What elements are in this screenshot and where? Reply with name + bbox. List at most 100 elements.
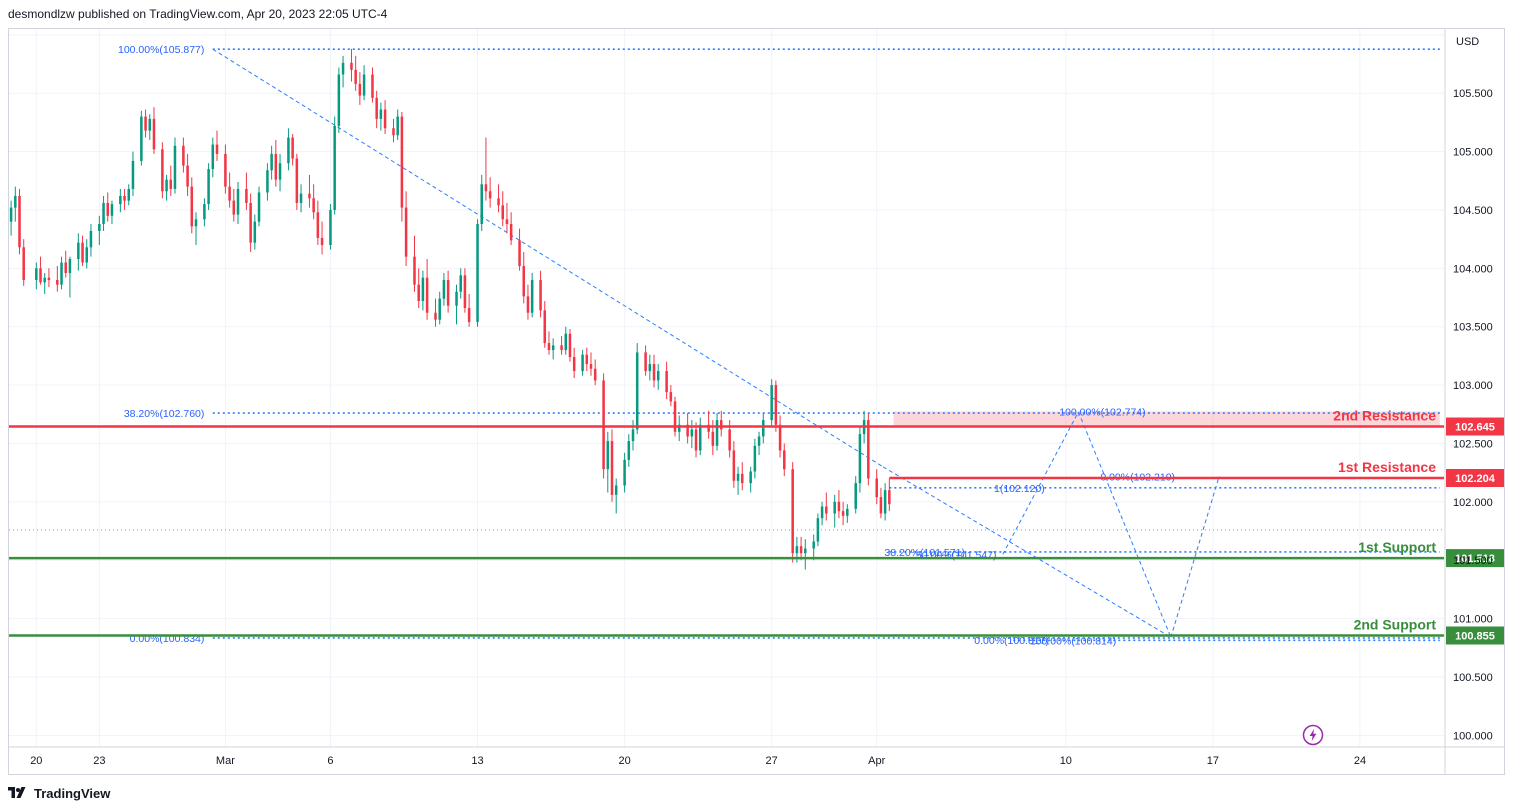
candle-body — [631, 429, 635, 442]
candle-body — [652, 364, 656, 381]
y-tick-label: 101.500 — [1453, 555, 1493, 567]
candle-body — [375, 97, 378, 119]
candle-body — [783, 450, 786, 470]
candle-body — [354, 69, 357, 84]
candle-body — [677, 424, 681, 432]
candle-body — [497, 198, 500, 206]
candle-body — [585, 354, 589, 365]
candle-body — [131, 160, 135, 189]
candle-body — [278, 163, 282, 180]
candle-body — [295, 158, 299, 203]
candle-body — [501, 205, 505, 220]
candle-body — [673, 401, 677, 432]
candle-body — [728, 429, 731, 451]
resistance-zone — [893, 411, 1440, 427]
candle-body — [635, 352, 639, 430]
candle-body — [203, 204, 206, 220]
candle-body — [417, 284, 420, 302]
candle-body — [854, 483, 857, 509]
candle-body — [568, 333, 572, 358]
level-name: 1st Support — [1358, 539, 1436, 555]
candle-body — [686, 424, 689, 437]
candle-body — [795, 546, 799, 554]
x-tick-label: Apr — [868, 755, 885, 767]
x-tick-label: 17 — [1207, 755, 1219, 767]
candle-body — [421, 277, 425, 302]
candle-body — [455, 291, 458, 306]
candle-body — [140, 116, 143, 161]
candle-body — [47, 277, 51, 281]
candle-body — [60, 262, 63, 285]
candle-body — [434, 312, 437, 320]
candle-body — [400, 116, 404, 208]
candle-body — [379, 109, 383, 119]
candle-body — [593, 368, 597, 381]
candle-body — [371, 74, 374, 98]
y-tick-label: 105.500 — [1453, 88, 1493, 100]
x-tick-label: 24 — [1354, 755, 1366, 767]
publisher-caption: desmondlzw published on TradingView.com,… — [8, 7, 388, 21]
candle-body — [858, 434, 862, 484]
candle-body — [236, 188, 240, 215]
price-tag — [1446, 549, 1504, 568]
candle-body — [270, 153, 273, 171]
candle-body — [299, 193, 303, 203]
candle-body — [627, 441, 631, 460]
fib-label: 100.00%(100.814) — [1030, 635, 1116, 647]
candle-body — [56, 280, 59, 285]
candle-body — [266, 170, 269, 193]
candle-body — [648, 364, 652, 372]
candle-body — [14, 195, 17, 208]
candle-body — [43, 277, 46, 283]
candle-body — [169, 179, 173, 189]
candle-body — [505, 219, 509, 224]
candle-body — [127, 188, 131, 201]
candle-body — [425, 277, 429, 313]
candle-body — [123, 195, 126, 201]
candle-body — [711, 431, 715, 446]
candle-body — [526, 296, 530, 313]
candle-body — [64, 262, 67, 274]
candle-body — [320, 237, 324, 245]
candle-body — [791, 469, 794, 554]
candle-body — [589, 364, 593, 369]
chart-axes: USD 105.500 105.000 104.500 104.000 103.500 10… — [9, 29, 1504, 775]
candle-body — [68, 258, 72, 274]
candle-body — [392, 128, 395, 136]
candle-body — [215, 144, 219, 154]
x-tick-label: Mar — [216, 755, 235, 767]
candle-body — [799, 546, 803, 554]
y-tick-label: 104.000 — [1453, 263, 1493, 275]
candle-body — [119, 195, 122, 205]
lightning-icon[interactable] — [1302, 724, 1324, 746]
candle-body — [144, 116, 147, 131]
candle-body — [291, 137, 294, 159]
candle-body — [467, 308, 471, 323]
candle-body — [152, 118, 156, 150]
candle-body — [165, 179, 168, 192]
candle-body — [547, 343, 551, 351]
candle-body — [190, 186, 194, 227]
candle-body — [522, 265, 526, 297]
candle-body — [623, 459, 626, 486]
fib-label: 38.20%(101.571) — [884, 547, 965, 559]
candle-body — [232, 200, 236, 215]
candle-body — [644, 352, 647, 372]
candle-body — [749, 471, 752, 484]
candle-body — [39, 268, 42, 283]
tradingview-logo-icon[interactable] — [8, 786, 28, 800]
candle-body — [287, 137, 290, 164]
footer-brand[interactable]: TradingView — [34, 785, 111, 801]
fib-label: 100.00%(102.774) — [1059, 406, 1145, 418]
price-tag — [1446, 417, 1504, 436]
y-tick-label: 103.000 — [1453, 380, 1493, 392]
candle-body — [518, 240, 521, 266]
candle-body — [9, 207, 13, 222]
candle-body — [551, 345, 555, 351]
candle-body — [804, 548, 807, 554]
candle-body — [329, 209, 332, 245]
candle-body — [715, 420, 719, 446]
chart-grid — [9, 29, 1444, 747]
x-tick-label: 27 — [766, 755, 778, 767]
